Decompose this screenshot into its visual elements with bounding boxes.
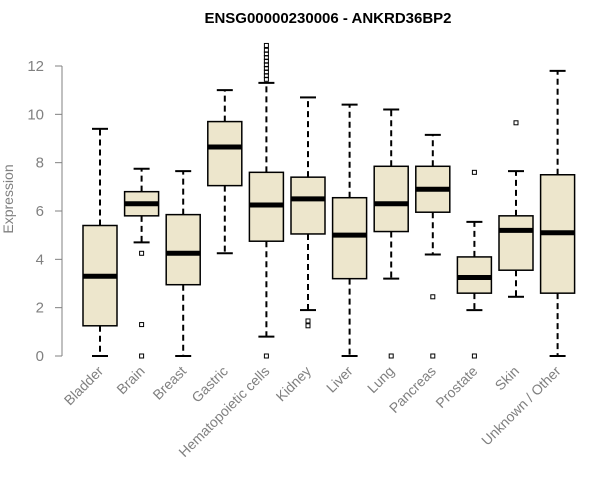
outlier-point [139, 250, 145, 256]
box-bladder [82, 127, 118, 357]
outlier-point [430, 353, 436, 359]
outlier-point [263, 47, 269, 53]
box-brain [123, 167, 160, 359]
outlier-point [430, 294, 436, 300]
outlier-point [471, 353, 477, 359]
y-tick-label: 2 [36, 300, 44, 317]
outlier-point [388, 353, 394, 359]
box-kidney [290, 96, 326, 329]
y-tick-label: 0 [36, 348, 44, 365]
box-hematopoietic-cells [248, 42, 285, 359]
outlier-point [305, 323, 311, 329]
y-tick-label: 8 [36, 155, 44, 172]
x-tick-label: Lung [364, 363, 397, 396]
y-tick-label: 4 [36, 251, 44, 268]
x-tick-label: Unknown / Other [478, 363, 564, 449]
box-unknown-other [539, 69, 576, 357]
outlier-point [139, 322, 145, 328]
iqr-box [331, 196, 368, 280]
outlier-point [263, 353, 269, 359]
x-tick-label: Liver [323, 363, 356, 396]
outlier-point [305, 318, 311, 324]
box-skin [498, 120, 534, 298]
box-breast [165, 170, 201, 357]
outlier-point [139, 353, 145, 359]
iqr-box [290, 176, 326, 235]
box-gastric [207, 89, 243, 255]
x-tick-label: Breast [149, 363, 189, 403]
box-series [82, 42, 576, 359]
y-axis-label: Expression [0, 164, 16, 233]
outlier-point [263, 42, 269, 48]
x-tick-label: Prostate [432, 363, 480, 411]
iqr-box [373, 165, 409, 233]
x-tick-label: Bladder [61, 363, 107, 409]
y-tick-label: 10 [27, 106, 44, 123]
iqr-box [165, 213, 201, 286]
iqr-box [207, 120, 243, 187]
iqr-box [498, 215, 534, 271]
box-pancreas [415, 133, 451, 359]
x-tick-label: Kidney [273, 363, 315, 405]
y-tick-label: 12 [27, 58, 44, 75]
x-tick-label: Brain [113, 363, 147, 397]
y-tick-label: 6 [36, 203, 44, 220]
outlier-point [471, 169, 477, 175]
chart-title: ENSG00000230006 - ANKRD36BP2 [204, 10, 451, 27]
x-tick-label: Skin [492, 363, 523, 394]
box-prostate [456, 169, 493, 359]
outlier-point [513, 120, 519, 126]
box-liver [331, 103, 368, 357]
y-axis: 0 2 4 6 8 10 12 [27, 58, 63, 365]
box-lung [373, 108, 409, 359]
